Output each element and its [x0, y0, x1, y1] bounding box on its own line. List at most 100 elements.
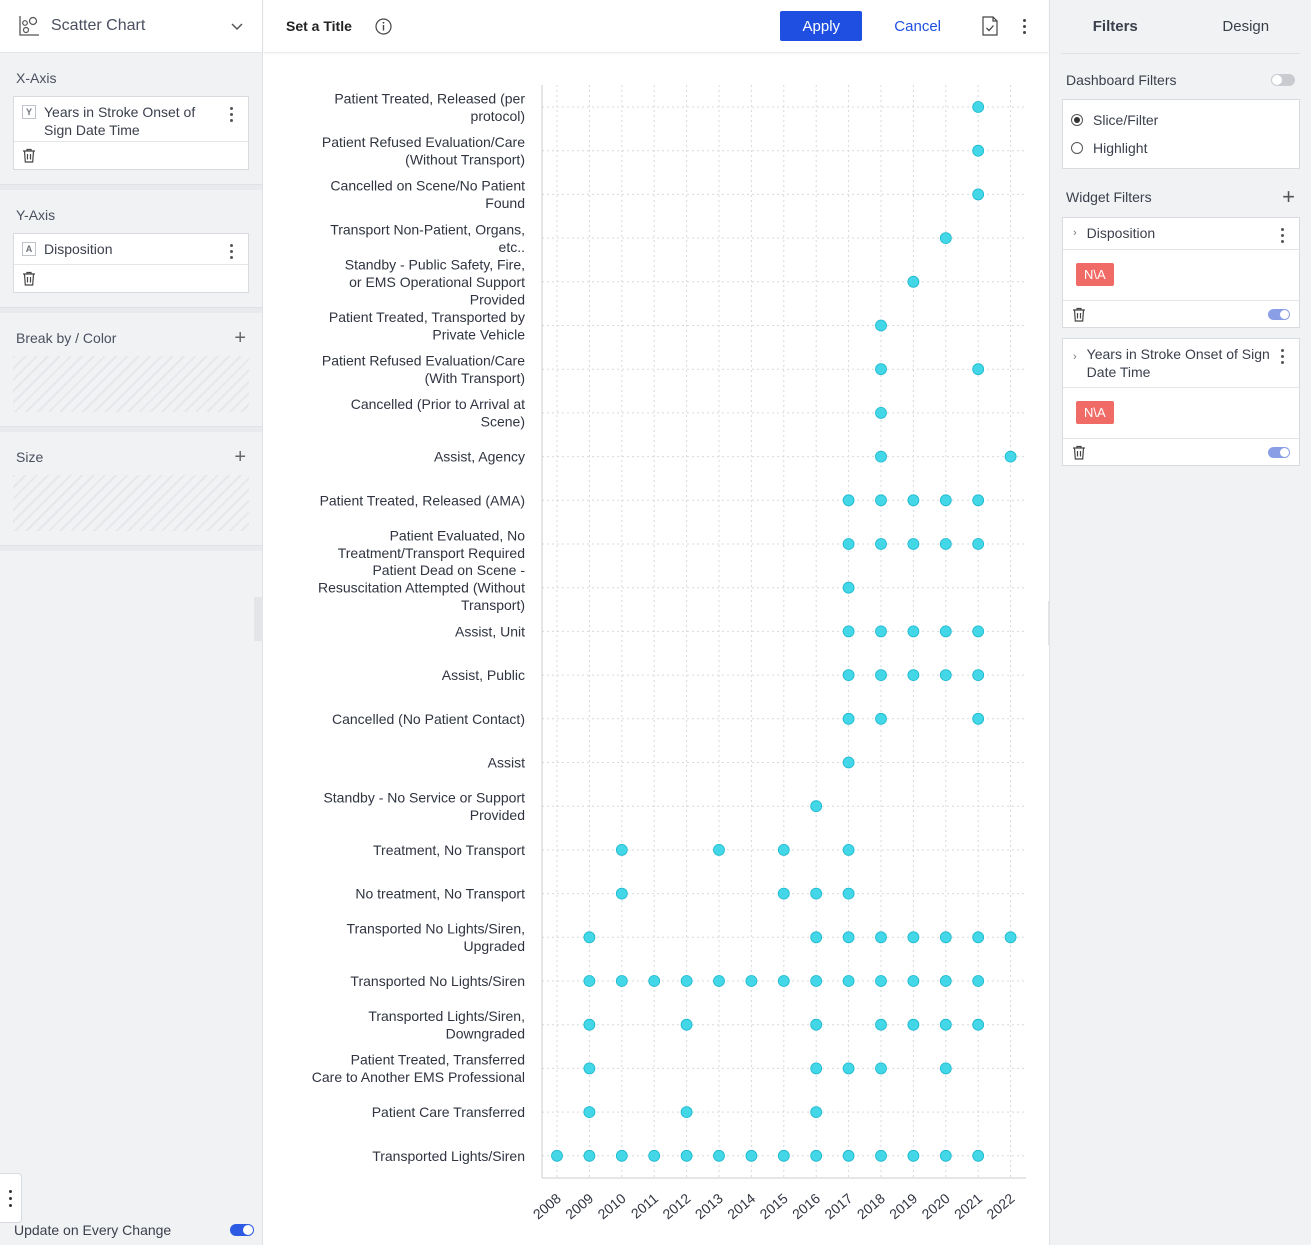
filter-value-chip[interactable]: N\A — [1076, 401, 1114, 424]
apply-button[interactable]: Apply — [780, 11, 863, 41]
scatter-point — [939, 669, 952, 681]
scatter-point — [939, 232, 952, 245]
filter-enabled-toggle[interactable] — [1268, 308, 1290, 320]
y-tick-label: Transport Non-Patient, Organs, etc.. — [330, 221, 525, 255]
x-axis-field[interactable]: Y Years in Stroke Onset of Sign Date Tim… — [13, 96, 249, 170]
trash-icon[interactable] — [22, 271, 36, 286]
scatter-point — [907, 1149, 920, 1162]
y-tick-label: No treatment, No Transport — [355, 886, 525, 902]
scatter-point — [810, 800, 823, 813]
scatter-point — [842, 538, 855, 550]
trash-icon[interactable] — [22, 148, 36, 163]
scatter-point — [907, 275, 920, 288]
filter-menu-icon[interactable] — [1275, 345, 1289, 364]
add-break-by-icon[interactable]: + — [234, 327, 246, 349]
x-axis-menu-icon[interactable] — [224, 103, 238, 122]
scatter-point — [972, 931, 985, 944]
scatter-point — [842, 581, 855, 594]
size-dropzone[interactable] — [13, 475, 249, 531]
scatter-point — [777, 887, 790, 900]
y-axis-menu-icon[interactable] — [224, 240, 238, 259]
info-icon[interactable] — [375, 17, 392, 35]
tab-filters[interactable]: Filters — [1092, 18, 1138, 35]
left-panel: Scatter Chart X-Axis Y Years in Stroke O… — [0, 0, 263, 1245]
scatter-point — [615, 975, 628, 987]
scatter-point — [615, 1149, 628, 1162]
chart-type-selector[interactable]: Scatter Chart — [0, 0, 262, 53]
scatter-point — [842, 625, 855, 638]
chevron-down-icon[interactable] — [230, 19, 244, 33]
filter-card-header[interactable]: › Disposition — [1063, 218, 1299, 250]
scatter-point — [972, 538, 985, 550]
update-on-change-toggle[interactable] — [230, 1224, 254, 1236]
scatter-point — [939, 931, 952, 944]
trash-icon[interactable] — [1072, 307, 1086, 322]
scatter-point — [648, 1149, 661, 1162]
scatter-point — [875, 538, 887, 550]
widget-filters-row: Widget Filters + — [1050, 169, 1311, 217]
x-tick-label: 2010 — [595, 1190, 629, 1222]
filter-card-body: N\A — [1063, 250, 1299, 301]
x-tick-label: 2013 — [692, 1190, 726, 1222]
y-tick-label: Patient Treated, Transported by Private V… — [329, 309, 525, 343]
chevron-right-icon[interactable]: › — [1073, 227, 1077, 239]
x-tick-label: 2019 — [886, 1190, 920, 1222]
document-check-icon[interactable] — [981, 16, 999, 36]
scatter-point — [972, 1018, 985, 1031]
scatter-point — [648, 975, 661, 987]
filter-enabled-toggle[interactable] — [1268, 446, 1290, 458]
scatter-point — [583, 1062, 596, 1075]
x-axis-field-name: Years in Stroke Onset of Sign Date Time — [44, 104, 196, 138]
x-tick-label: 2018 — [854, 1190, 888, 1222]
x-tick-label: 2017 — [821, 1190, 855, 1222]
scatter-point — [939, 538, 952, 550]
tab-design[interactable]: Design — [1222, 18, 1270, 35]
scatter-point — [875, 450, 887, 463]
chevron-right-icon[interactable]: › — [1073, 351, 1077, 363]
y-tick-label: Patient Treated, Released (per protocol) — [334, 90, 525, 124]
filter-menu-icon[interactable] — [1275, 224, 1289, 243]
filter-name: Years in Stroke Onset of Sign Date Time — [1086, 346, 1270, 380]
scatter-point — [875, 1018, 887, 1031]
scatter-point — [875, 712, 887, 725]
scatter-point — [777, 975, 790, 987]
filter-mode-group: Slice/Filter Highlight — [1062, 99, 1300, 169]
drag-handle-icon[interactable] — [0, 1173, 22, 1223]
y-tick-label: Transported Lights/Siren, Downgraded — [368, 1008, 525, 1041]
y-tick-label: Cancelled (Prior to Arrival at Scene) — [351, 396, 525, 430]
radio-slice-filter[interactable]: Slice/Filter — [1071, 106, 1291, 134]
scatter-point — [713, 975, 725, 987]
chart-title[interactable]: Set a Title — [286, 18, 352, 34]
scatter-point — [842, 975, 855, 987]
x-tick-label: 2021 — [951, 1190, 985, 1222]
filter-card-footer — [1063, 439, 1299, 465]
scatter-point — [713, 844, 725, 856]
cancel-button[interactable]: Cancel — [894, 17, 941, 35]
break-by-dropzone[interactable] — [13, 356, 249, 412]
scatter-point — [875, 669, 887, 681]
scatter-point — [907, 1018, 920, 1031]
section-divider — [0, 307, 262, 313]
filter-card-header[interactable]: › Years in Stroke Onset of Sign Date Tim… — [1063, 339, 1299, 388]
section-divider — [0, 545, 262, 551]
scatter-point — [939, 1149, 952, 1162]
scatter-point — [875, 625, 887, 638]
dashboard-filters-toggle[interactable] — [1271, 74, 1295, 86]
more-options-icon[interactable] — [1023, 18, 1026, 34]
y-tick-label: Patient Dead on Scene -Resuscitation Att… — [318, 562, 525, 613]
collapse-left-panel-handle[interactable] — [254, 597, 263, 641]
add-size-icon[interactable]: + — [234, 446, 246, 468]
trash-icon[interactable] — [1072, 445, 1086, 460]
editor-toolbar: Set a Title Apply Cancel — [264, 0, 1048, 53]
filter-value-chip[interactable]: N\A — [1076, 263, 1114, 286]
y-tick-label: Assist — [488, 755, 525, 771]
add-filter-icon[interactable]: + — [1282, 184, 1295, 209]
filter-card-body: N\A — [1063, 388, 1299, 439]
scatter-point — [972, 625, 985, 638]
y-tick-label: Transported No Lights/Siren — [350, 973, 525, 989]
scatter-point — [810, 1018, 823, 1031]
radio-highlight[interactable]: Highlight — [1071, 134, 1291, 162]
y-axis-field[interactable]: A Disposition — [13, 233, 249, 293]
date-type-badge: Y — [22, 105, 36, 119]
section-divider — [0, 426, 262, 432]
